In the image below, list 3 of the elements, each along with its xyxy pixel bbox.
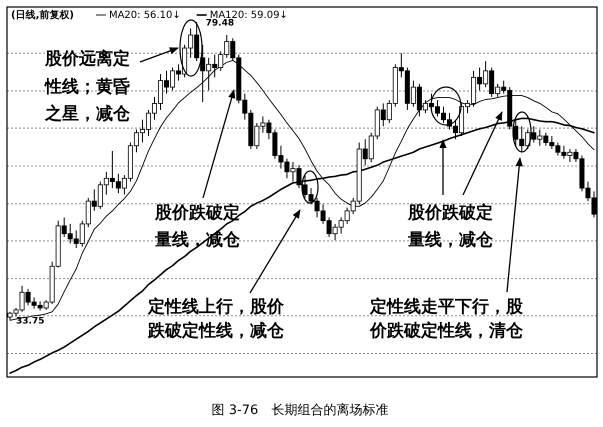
legend-label: MA20: 56.10↓ xyxy=(108,10,181,21)
chart-subtitle: (日线,前复权) xyxy=(11,9,74,21)
text: 图 3-76 长期组合的离场标准 xyxy=(212,402,388,418)
